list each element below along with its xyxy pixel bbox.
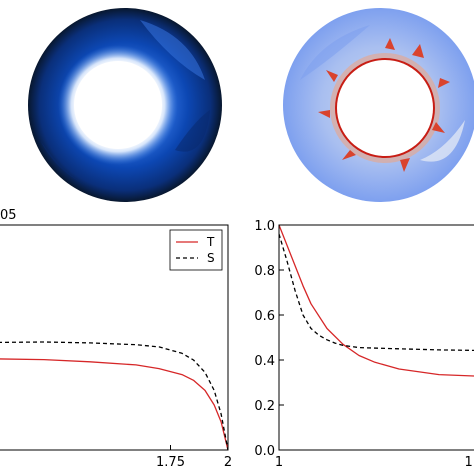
annulus-right-plumes (318, 38, 450, 172)
annulus-left-patch (175, 110, 210, 152)
annulus-left (28, 8, 222, 202)
y-tick-label: 0.2 (254, 399, 275, 414)
annulus-left-patch (140, 20, 205, 80)
annulus-right (283, 8, 474, 202)
x-tick-label: 2 (224, 455, 232, 470)
chart-1-series-0-line (279, 225, 474, 377)
annulus-right-hole (337, 60, 433, 156)
chart-right-series-group (279, 225, 474, 377)
x-tick-label: 1.75 (156, 455, 185, 470)
chart-left: 05 1.75 2 T S (0, 208, 232, 470)
chart-0-series-s-line (0, 341, 228, 450)
y-tick-label: 0.4 (254, 354, 275, 369)
chart-left-legend: T S (169, 229, 223, 271)
y-tick-label: 1.0 (254, 219, 275, 234)
y-tick-label: 0.0 (254, 444, 275, 459)
chart-left-frame (0, 224, 229, 451)
legend-box (169, 229, 223, 271)
y-tick-label: 0.8 (254, 264, 275, 279)
annulus-left-hole (74, 61, 162, 149)
y-tick-label: 0.6 (254, 309, 275, 324)
chart-right-ticks: 1 1.25 0.0 0.2 0.4 0.6 0.8 1.0 (254, 219, 474, 470)
legend-label-s: S (207, 251, 215, 265)
legend-label-t: T (206, 235, 215, 249)
annulus-right-patch (420, 120, 465, 162)
annulus-right-patch (300, 25, 370, 80)
chart-left-ticks: 1.75 2 (156, 445, 232, 470)
x-tick-label: 1.25 (465, 455, 474, 470)
x-tick-label: 1 (275, 455, 283, 470)
chart-0-series-t-line (0, 358, 228, 450)
chart-left-series-group (0, 341, 228, 450)
chart-right: 1 1.25 0.0 0.2 0.4 0.6 0.8 1.0 (254, 219, 474, 470)
chart-right-frame (278, 224, 474, 451)
chart-1-series-1-line (279, 233, 474, 352)
chart-left-scale-label: 05 (0, 208, 17, 223)
